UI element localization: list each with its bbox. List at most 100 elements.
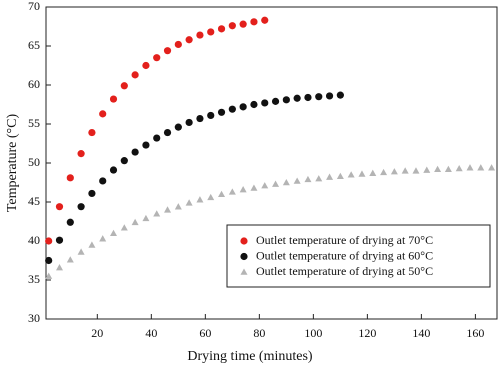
data-point (250, 100, 258, 109)
data-point (271, 97, 280, 105)
data-point (380, 168, 388, 176)
data-point (185, 199, 193, 206)
data-point (120, 82, 128, 90)
legend-marker (240, 252, 248, 261)
data-point (56, 264, 64, 271)
data-point (109, 166, 118, 174)
data-point (423, 166, 431, 173)
data-point (325, 92, 334, 100)
data-point (207, 111, 215, 120)
data-point (239, 103, 247, 111)
data-point (142, 61, 150, 70)
data-point (120, 157, 128, 165)
data-point (304, 93, 312, 102)
data-point (207, 28, 215, 36)
data-point (434, 165, 442, 173)
data-point (131, 218, 139, 226)
y-tick-label: 55 (28, 116, 40, 130)
data-point (163, 47, 172, 55)
data-point (185, 36, 193, 44)
data-point (315, 93, 323, 101)
legend-marker (240, 268, 248, 275)
data-point (228, 22, 236, 30)
legend-label: Outlet temperature of drying at 70°C (256, 233, 433, 247)
data-point (347, 171, 355, 178)
y-tick-label: 60 (28, 77, 40, 91)
data-point (412, 167, 420, 174)
data-point (99, 110, 107, 118)
x-tick-label: 20 (91, 326, 103, 340)
data-point (174, 123, 182, 131)
data-point (109, 95, 118, 103)
data-point (174, 203, 182, 210)
data-point (66, 256, 74, 263)
data-point (142, 141, 150, 149)
data-point (250, 184, 258, 191)
data-point (110, 229, 118, 236)
legend-label: Outlet temperature of drying at 50°C (256, 264, 433, 278)
data-point (228, 188, 236, 195)
x-tick-label: 40 (145, 326, 157, 340)
data-point (217, 25, 226, 33)
data-point (326, 173, 334, 180)
data-point (261, 99, 269, 107)
data-point (77, 248, 85, 255)
x-tick-label: 140 (412, 326, 430, 340)
data-point (304, 175, 312, 183)
data-point (444, 165, 452, 173)
data-point (358, 170, 366, 177)
data-point (77, 150, 85, 158)
data-point (88, 241, 96, 248)
data-point (196, 31, 204, 39)
data-point (120, 224, 128, 231)
data-point (250, 18, 258, 26)
data-point (282, 179, 290, 186)
data-point (390, 168, 398, 175)
data-point (207, 193, 215, 201)
x-tick-label: 80 (253, 326, 265, 340)
data-point (153, 210, 161, 217)
data-point (131, 148, 139, 156)
data-point (131, 71, 139, 79)
legend-label: Outlet temperature of drying at 60°C (256, 248, 433, 262)
data-point (261, 16, 269, 24)
data-point (66, 174, 74, 182)
data-point (55, 203, 64, 211)
data-point (488, 164, 496, 171)
y-tick-label: 65 (28, 38, 40, 52)
data-point (293, 94, 301, 102)
y-tick-label: 50 (28, 155, 40, 169)
data-point (196, 196, 204, 203)
data-point (88, 128, 96, 137)
y-tick-label: 45 (28, 194, 40, 208)
data-point (196, 114, 204, 123)
data-point (45, 256, 53, 265)
x-tick-label: 100 (304, 326, 322, 340)
data-point (477, 164, 485, 171)
data-point (261, 182, 269, 189)
data-point (401, 167, 409, 174)
data-point (164, 206, 172, 213)
data-point (142, 214, 150, 222)
data-point (45, 237, 53, 245)
data-point (185, 118, 193, 127)
data-point (99, 177, 107, 185)
data-point (77, 203, 85, 211)
data-point (293, 177, 301, 184)
y-tick-label: 30 (28, 311, 40, 325)
x-tick-label: 160 (466, 326, 484, 340)
data-point (66, 218, 74, 226)
x-tick-label: 120 (358, 326, 376, 340)
y-tick-label: 40 (28, 233, 40, 247)
data-point (272, 180, 280, 187)
data-point (315, 175, 323, 182)
data-point (99, 235, 107, 242)
data-point (217, 108, 226, 116)
data-point (336, 91, 344, 99)
data-point (88, 189, 96, 198)
y-tick-label: 35 (28, 272, 40, 286)
y-tick-label: 70 (28, 0, 40, 13)
y-axis-label: Temperature (°C) (5, 114, 20, 213)
data-point (369, 169, 377, 176)
